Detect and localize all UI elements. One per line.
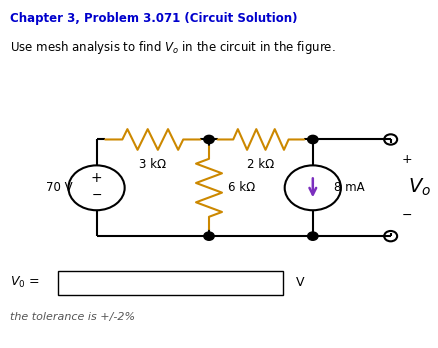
Text: Chapter 3, Problem 3.071 (Circuit Solution): Chapter 3, Problem 3.071 (Circuit Soluti… — [10, 12, 297, 25]
Text: 3 kΩ: 3 kΩ — [139, 158, 166, 172]
Text: $\mathit{V}_\mathit{0}$ =: $\mathit{V}_\mathit{0}$ = — [10, 275, 40, 290]
Circle shape — [204, 232, 214, 240]
Text: 2 kΩ: 2 kΩ — [247, 158, 275, 172]
Text: $\mathit{V_o}$: $\mathit{V_o}$ — [408, 177, 431, 198]
Text: 70 V: 70 V — [46, 181, 73, 194]
Circle shape — [204, 135, 214, 144]
Text: +: + — [91, 171, 102, 185]
Text: the tolerance is +/-2%: the tolerance is +/-2% — [10, 312, 135, 322]
Text: 6 kΩ: 6 kΩ — [229, 181, 256, 194]
Text: −: − — [402, 209, 412, 222]
Text: Use mesh analysis to find $\mathit{V_o}$ in the circuit in the figure.: Use mesh analysis to find $\mathit{V_o}$… — [10, 39, 336, 56]
Circle shape — [307, 135, 318, 144]
FancyBboxPatch shape — [58, 271, 283, 295]
Circle shape — [307, 232, 318, 240]
Text: −: − — [91, 189, 102, 202]
Text: +: + — [402, 153, 412, 166]
Text: 8 mA: 8 mA — [335, 181, 365, 194]
Text: V: V — [296, 276, 304, 289]
